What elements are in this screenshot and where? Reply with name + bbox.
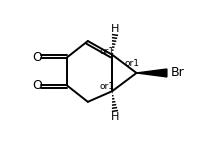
Polygon shape <box>136 69 167 77</box>
Text: H: H <box>111 112 119 122</box>
Text: H: H <box>111 24 119 34</box>
Text: or1: or1 <box>100 82 115 91</box>
Text: or1: or1 <box>124 59 139 68</box>
Text: Br: Br <box>171 66 184 79</box>
Text: O: O <box>32 51 42 64</box>
Text: O: O <box>32 79 42 92</box>
Text: or1: or1 <box>100 47 115 56</box>
